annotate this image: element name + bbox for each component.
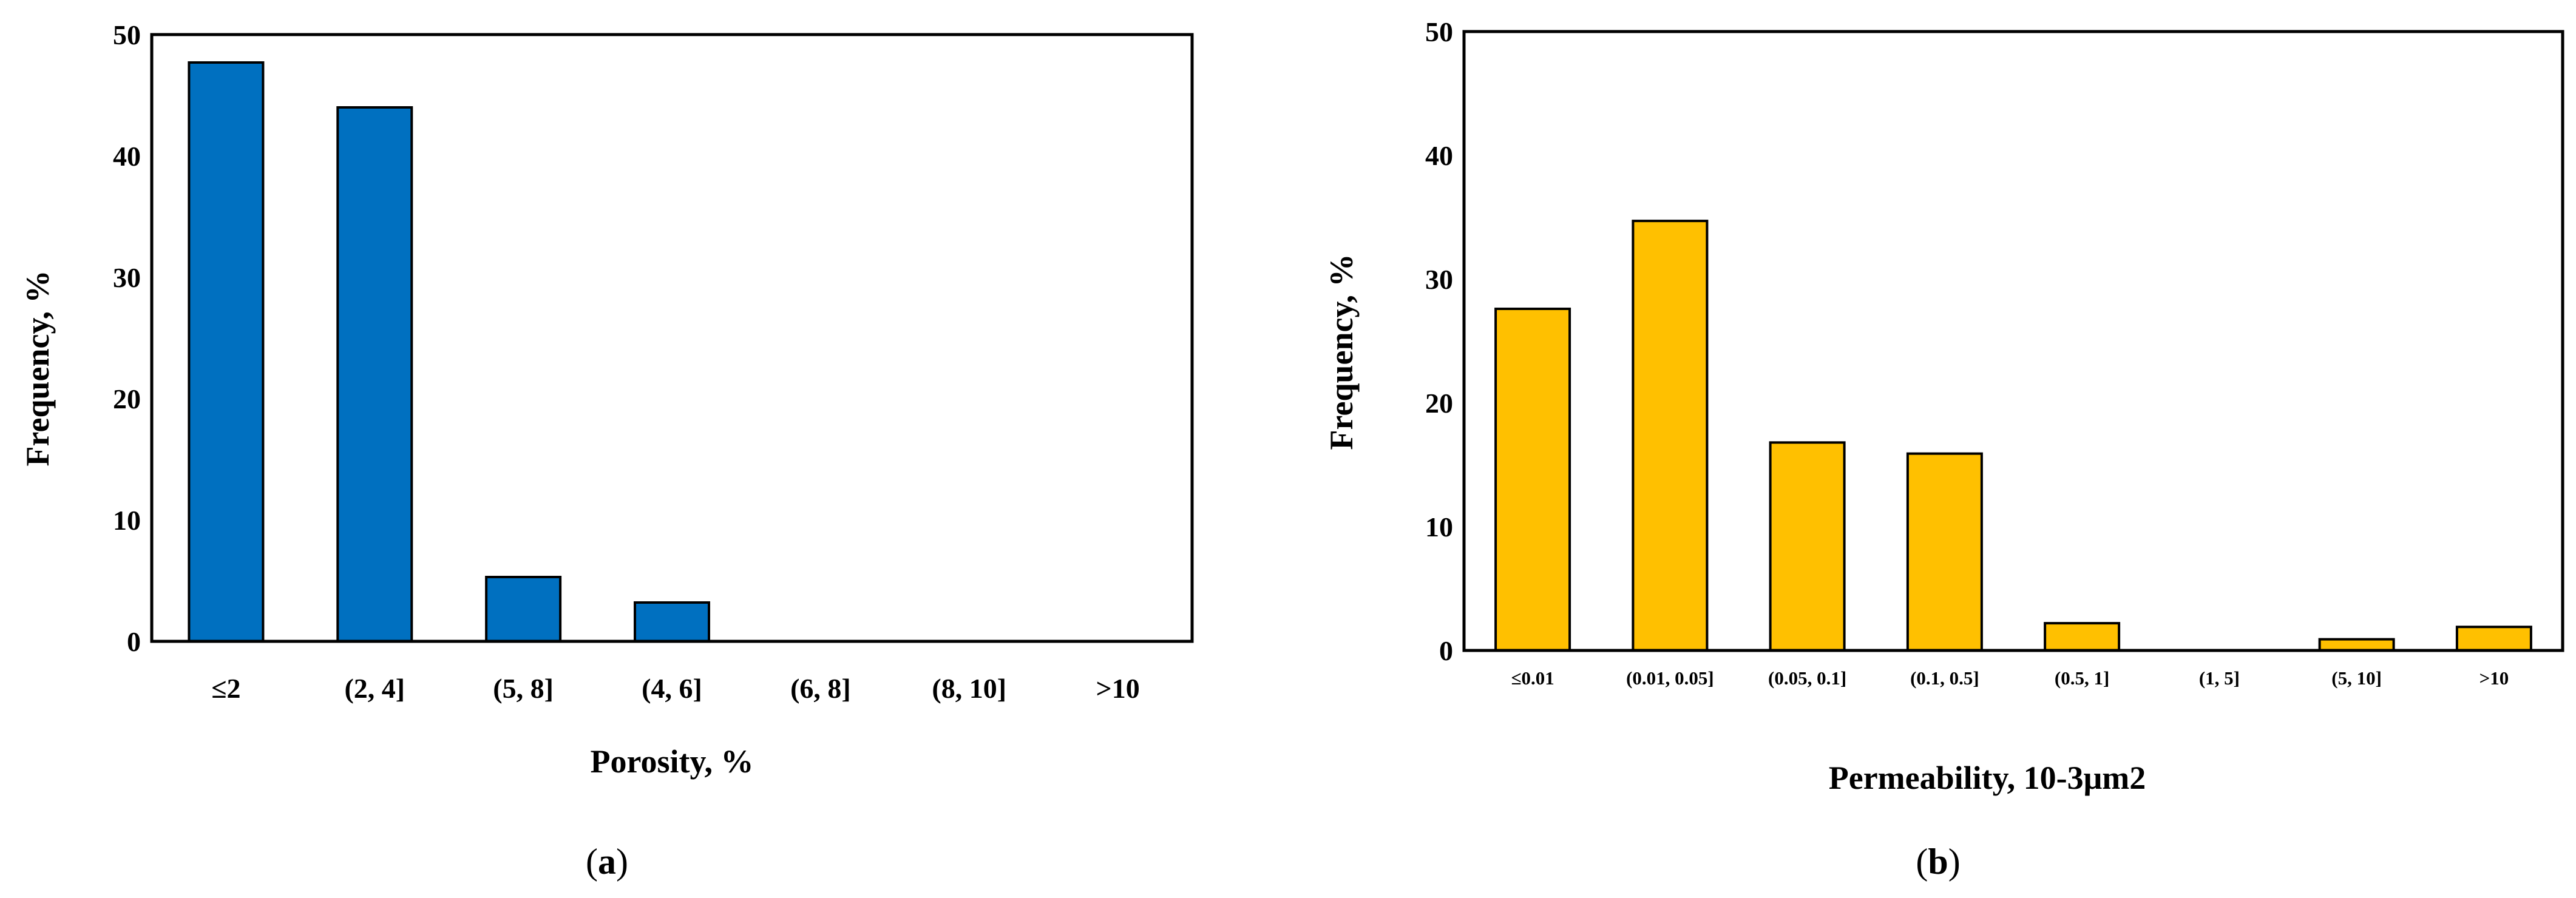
y-axis-label-b: Frequency, % xyxy=(1323,254,1360,450)
y-tick-label-b-3: 30 xyxy=(1425,264,1453,295)
y-ticks-b: 0 10 20 30 40 50 xyxy=(1425,16,1453,666)
panel-label-b: (b) xyxy=(1916,842,1960,882)
bar-a-3 xyxy=(634,601,710,643)
x-axis-label-b: Permeability, 10-3μm2 xyxy=(1829,760,2146,796)
x-ticks-a: ≤2 (2, 4] (5, 8] (4, 6] (6, 8] (8, 10] >10 xyxy=(211,673,1139,704)
y-tick-label-a-3: 30 xyxy=(113,262,141,293)
x-tick-label-b-5: (1, 5] xyxy=(2199,667,2240,689)
bar-b-1 xyxy=(1632,220,1709,652)
bar-b-2 xyxy=(1769,441,1846,652)
x-tick-label-a-0: ≤2 xyxy=(211,673,240,704)
x-tick-label-a-1: (2, 4] xyxy=(344,673,405,704)
bar-a-0 xyxy=(188,61,265,643)
bar-group-b xyxy=(1494,220,2532,652)
x-tick-label-a-4: (6, 8] xyxy=(790,673,851,704)
y-ticks-a: 0 10 20 30 40 50 xyxy=(113,19,141,657)
x-tick-label-b-3: (0.1, 0.5] xyxy=(1910,667,1979,689)
y-tick-label-b-4: 40 xyxy=(1425,140,1453,171)
x-tick-label-a-3: (4, 6] xyxy=(642,673,702,704)
y-axis-label-a: Frequency, % xyxy=(19,271,56,467)
x-tick-label-a-6: >10 xyxy=(1096,673,1139,704)
panel-label-a: (a) xyxy=(586,842,628,882)
y-tick-label-a-5: 50 xyxy=(113,19,141,50)
y-tick-label-b-0: 0 xyxy=(1439,635,1453,666)
chart-panel-b: 0 10 20 30 40 50 ≤0.01 (0.01, 0.05] (0.05, 0.1]… xyxy=(1323,16,2564,882)
x-tick-label-a-5: (8, 10] xyxy=(932,673,1006,704)
y-tick-label-a-1: 10 xyxy=(113,505,141,536)
x-tick-label-b-7: >10 xyxy=(2479,667,2509,689)
x-ticks-b: ≤0.01 (0.01, 0.05] (0.05, 0.1] (0.1, 0.5] (0… xyxy=(1511,667,2509,689)
x-tick-label-b-0: ≤0.01 xyxy=(1511,667,1554,689)
y-tick-label-a-2: 20 xyxy=(113,383,141,414)
y-tick-label-b-2: 20 xyxy=(1425,388,1453,419)
bar-b-3 xyxy=(1906,452,1983,652)
y-tick-label-a-4: 40 xyxy=(113,141,141,172)
y-tick-label-b-1: 10 xyxy=(1425,511,1453,542)
plot-frame-a xyxy=(150,33,1194,643)
bar-group-a xyxy=(188,61,710,643)
bar-b-0 xyxy=(1494,308,1571,652)
bar-a-2 xyxy=(485,576,562,643)
bar-a-1 xyxy=(336,106,413,643)
x-tick-label-b-6: (5, 10] xyxy=(2331,667,2382,689)
bar-b-4 xyxy=(2044,622,2121,652)
y-tick-label-b-5: 50 xyxy=(1425,16,1453,47)
bar-b-6 xyxy=(2318,638,2395,652)
x-tick-label-b-1: (0.01, 0.05] xyxy=(1626,667,1714,689)
x-axis-label-a: Porosity, % xyxy=(591,743,754,780)
x-tick-label-a-2: (5, 8] xyxy=(493,673,554,704)
y-tick-label-a-0: 0 xyxy=(127,626,141,657)
bar-b-7 xyxy=(2455,626,2532,652)
plot-frame-b xyxy=(1462,30,2564,652)
chart-panel-a: 0 10 20 30 40 50 ≤2 (2, 4] (5, 8] (4, 6] (6, 8] (8… xyxy=(19,19,1194,882)
x-tick-label-b-2: (0.05, 0.1] xyxy=(1768,667,1846,689)
x-tick-label-b-4: (0.5, 1] xyxy=(2055,667,2109,689)
